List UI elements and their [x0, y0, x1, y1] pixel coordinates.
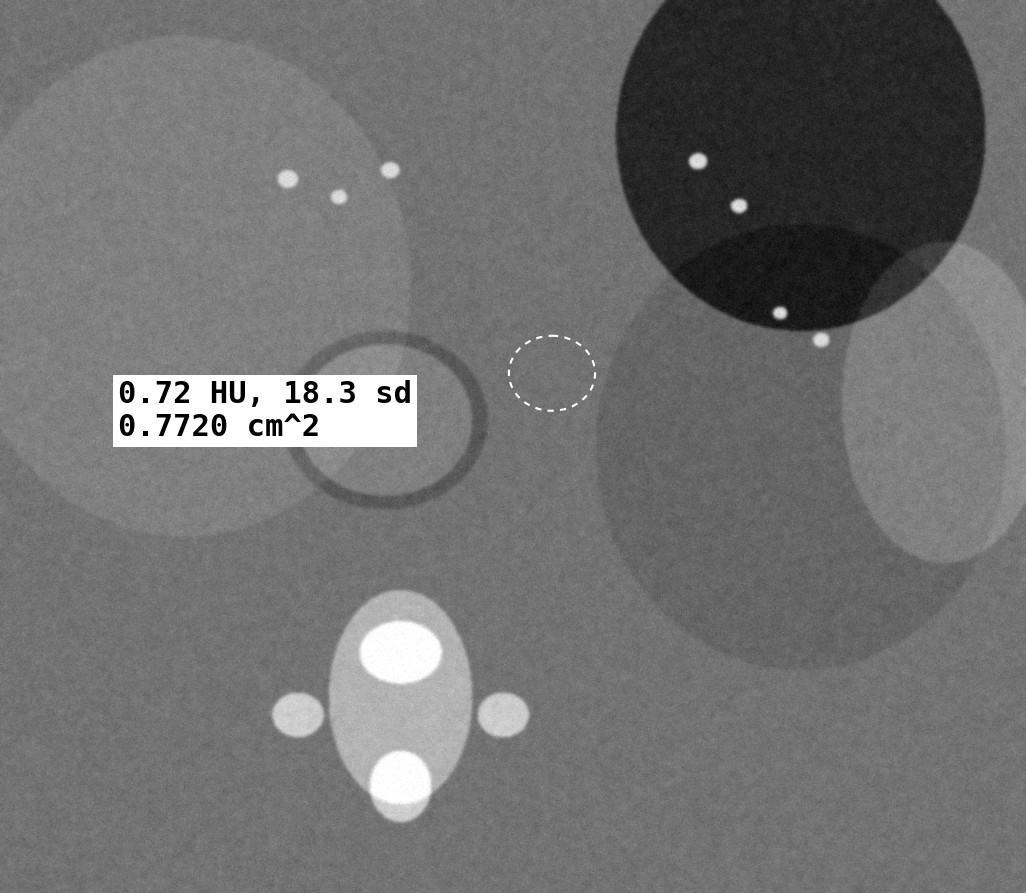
Text: 0.72 HU, 18.3 sd
0.7720 cm^2: 0.72 HU, 18.3 sd 0.7720 cm^2: [118, 380, 412, 442]
